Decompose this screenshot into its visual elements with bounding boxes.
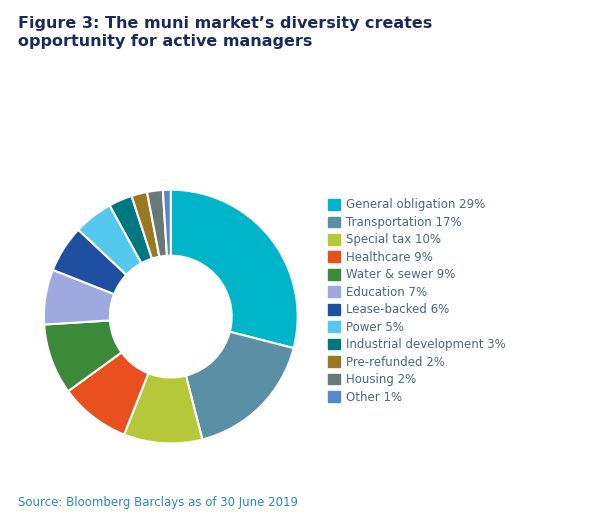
Text: Figure 3: The muni market’s diversity creates
opportunity for active managers: Figure 3: The muni market’s diversity cr… <box>18 16 432 49</box>
Wedge shape <box>110 196 152 263</box>
Legend: General obligation 29%, Transportation 17%, Special tax 10%, Healthcare 9%, Wate: General obligation 29%, Transportation 1… <box>323 194 510 408</box>
Wedge shape <box>171 190 298 348</box>
Wedge shape <box>163 190 171 256</box>
Wedge shape <box>78 206 142 275</box>
Wedge shape <box>44 320 121 391</box>
Wedge shape <box>147 190 167 257</box>
Wedge shape <box>68 352 148 434</box>
Wedge shape <box>132 192 159 258</box>
Wedge shape <box>186 332 293 440</box>
Wedge shape <box>124 373 203 443</box>
Wedge shape <box>44 270 114 324</box>
Text: Source: Bloomberg Barclays as of 30 June 2019: Source: Bloomberg Barclays as of 30 June… <box>18 496 298 509</box>
Wedge shape <box>53 230 126 294</box>
